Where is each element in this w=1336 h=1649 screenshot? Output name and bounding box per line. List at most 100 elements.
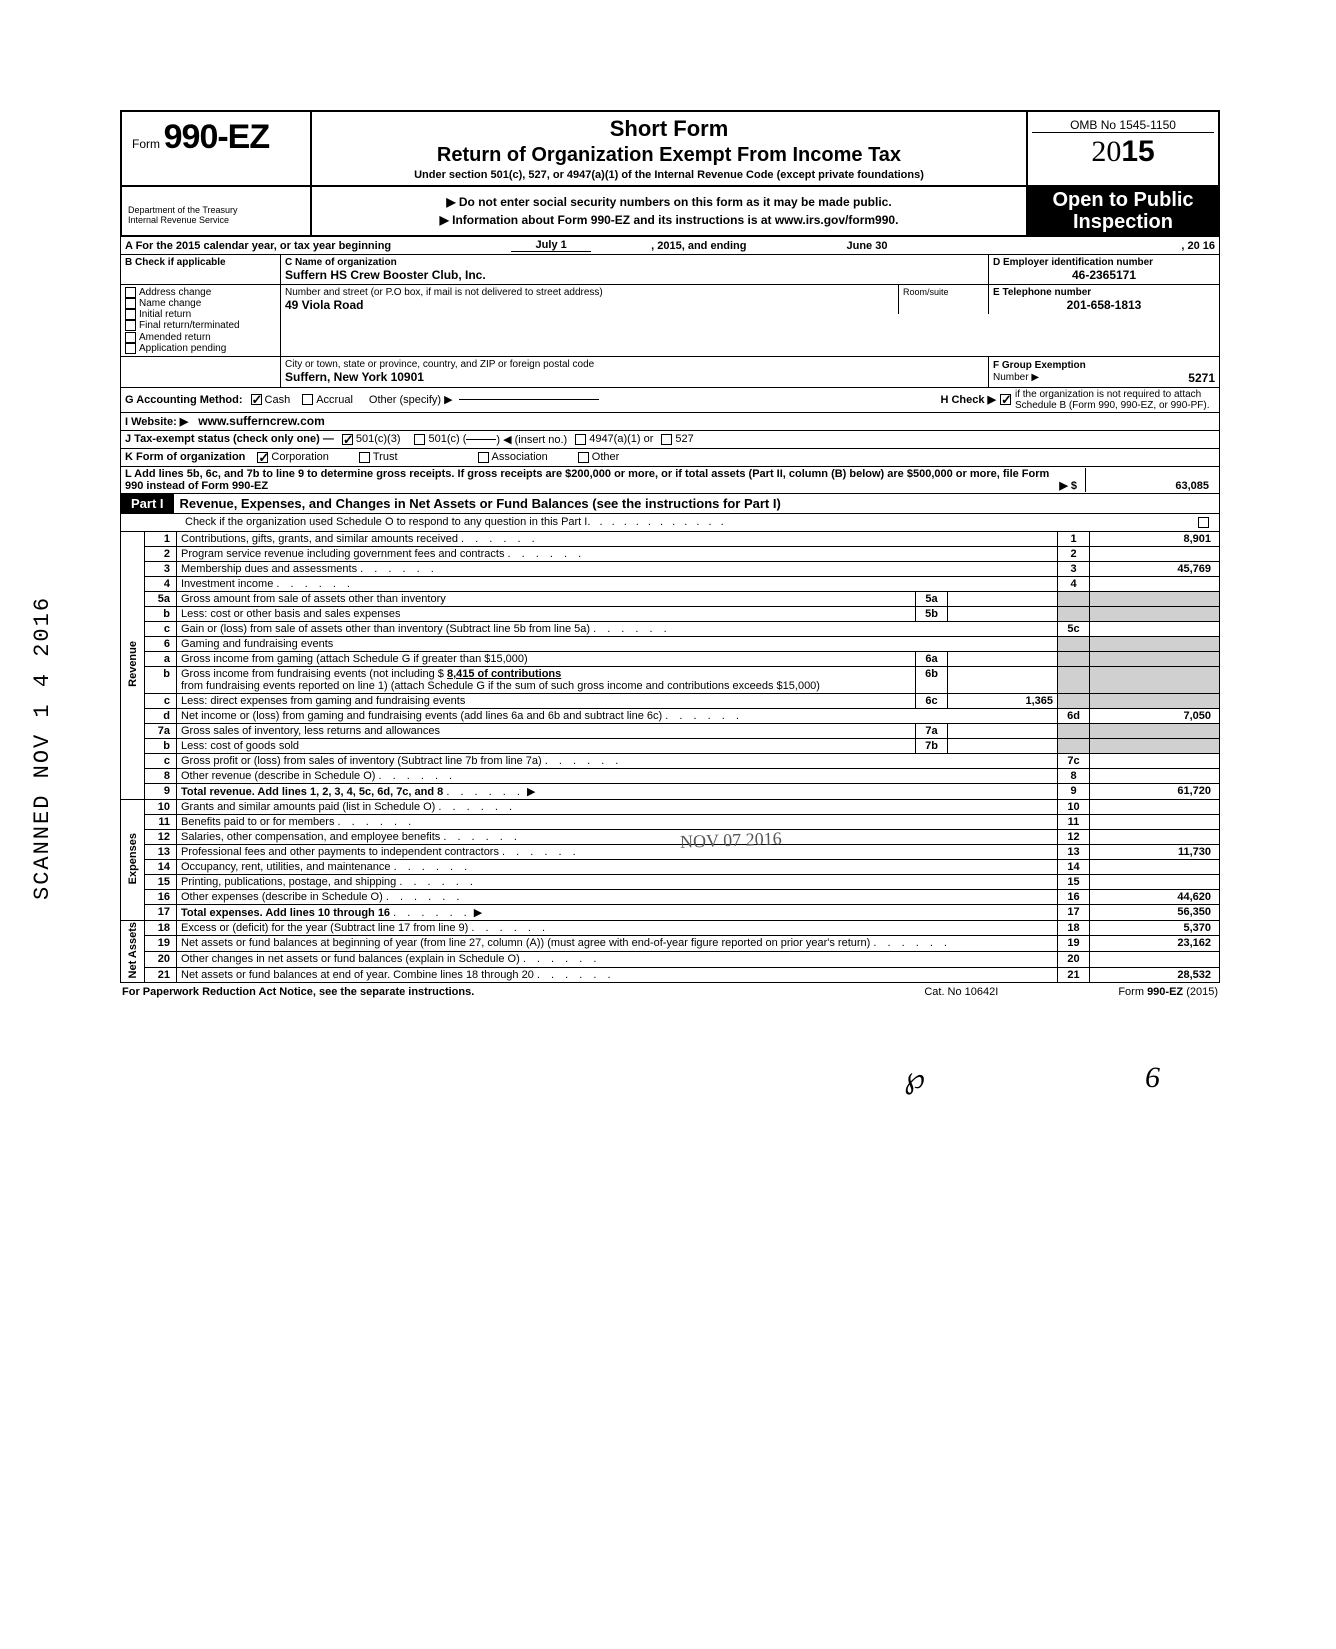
line-number: 11 <box>145 814 177 829</box>
line-amount <box>1090 814 1220 829</box>
line-desc: Excess or (deficit) for the year (Subtra… <box>177 920 1058 936</box>
line-number: 9 <box>145 783 177 799</box>
b-checkbox[interactable] <box>125 309 136 320</box>
line-desc: Benefits paid to or for members . . . . … <box>177 814 1058 829</box>
line-number: 3 <box>145 561 177 576</box>
line-desc: Gross income from fundraising events (no… <box>177 666 916 693</box>
right-line-num: 8 <box>1058 768 1090 783</box>
line-amount: 44,620 <box>1090 889 1220 904</box>
line-number: c <box>145 621 177 636</box>
line-desc: Gain or (loss) from sale of assets other… <box>177 621 1058 636</box>
table-row: 5aGross amount from sale of assets other… <box>121 591 1220 606</box>
paperwork-notice: For Paperwork Reduction Act Notice, see … <box>122 986 474 998</box>
line-amount <box>1090 576 1220 591</box>
line-number: 17 <box>145 904 177 920</box>
501c3-checkbox[interactable] <box>342 434 353 445</box>
line-number: b <box>145 666 177 693</box>
room-suite: Room/suite <box>898 285 988 314</box>
line-desc: Total expenses. Add lines 10 through 16 … <box>177 904 1058 920</box>
mid-line-num: 6c <box>916 693 948 708</box>
table-row: 11Benefits paid to or for members . . . … <box>121 814 1220 829</box>
4947-checkbox[interactable] <box>575 434 586 445</box>
line-desc: Grants and similar amounts paid (list in… <box>177 799 1058 814</box>
line-number: b <box>145 606 177 621</box>
line-number: 13 <box>145 844 177 859</box>
cash-checkbox[interactable] <box>251 394 262 405</box>
schedule-o-checkbox[interactable] <box>1198 517 1209 528</box>
table-row: 14Occupancy, rent, utilities, and mainte… <box>121 859 1220 874</box>
mark-p: ℘ <box>904 1061 925 1096</box>
open-to-public: Open to Public Inspection <box>1028 187 1218 235</box>
b-checkbox[interactable] <box>125 343 136 354</box>
b-checkbox[interactable] <box>125 287 136 298</box>
line-desc: Net assets or fund balances at beginning… <box>177 936 1058 952</box>
line-desc: Net income or (loss) from gaming and fun… <box>177 708 1058 723</box>
ssn-warning: ▶ Do not enter social security numbers o… <box>320 195 1018 209</box>
mid-line-num: 7b <box>916 738 948 753</box>
b-checkbox[interactable] <box>125 320 136 331</box>
line-amount <box>1090 952 1220 968</box>
assoc-checkbox[interactable] <box>478 452 489 463</box>
mid-line-val <box>948 651 1058 666</box>
line-amount <box>1090 799 1220 814</box>
catalog-number: Cat. No 10642I <box>924 986 998 998</box>
ein: 46-2365171 <box>993 268 1215 282</box>
right-line-num: 5c <box>1058 621 1090 636</box>
table-row: 9Total revenue. Add lines 1, 2, 3, 4, 5c… <box>121 783 1220 799</box>
b-checkbox[interactable] <box>125 332 136 343</box>
line-amount: 23,162 <box>1090 936 1220 952</box>
under-section: Under section 501(c), 527, or 4947(a)(1)… <box>320 169 1018 181</box>
mid-line-val <box>948 606 1058 621</box>
table-row: dNet income or (loss) from gaming and fu… <box>121 708 1220 723</box>
right-line-num: 12 <box>1058 829 1090 844</box>
table-row: 8Other revenue (describe in Schedule O) … <box>121 768 1220 783</box>
right-line-num: 10 <box>1058 799 1090 814</box>
gross-receipts: 63,085 <box>1085 468 1215 492</box>
table-row: 6Gaming and fundraising events <box>121 636 1220 651</box>
accrual-checkbox[interactable] <box>302 394 313 405</box>
table-row: cGross profit or (loss) from sales of in… <box>121 753 1220 768</box>
line-number: 21 <box>145 967 177 983</box>
trust-checkbox[interactable] <box>359 452 370 463</box>
line-desc: Investment income . . . . . . <box>177 576 1058 591</box>
right-line-num: 15 <box>1058 874 1090 889</box>
line-number: 20 <box>145 952 177 968</box>
section-label: Revenue <box>121 532 145 800</box>
table-row: cLess: direct expenses from gaming and f… <box>121 693 1220 708</box>
part-1-header: Part I Revenue, Expenses, and Changes in… <box>120 494 1220 514</box>
line-amount: 7,050 <box>1090 708 1220 723</box>
b-checkbox[interactable] <box>125 298 136 309</box>
501c-checkbox[interactable] <box>414 434 425 445</box>
line-amount <box>1090 768 1220 783</box>
other-org-checkbox[interactable] <box>578 452 589 463</box>
line-number: 19 <box>145 936 177 952</box>
part-1-tab: Part I <box>121 494 174 513</box>
title-box: Short Form Return of Organization Exempt… <box>312 112 1028 185</box>
mid-line-num: 6b <box>916 666 948 693</box>
line-desc: Membership dues and assessments . . . . … <box>177 561 1058 576</box>
line-desc: Program service revenue including govern… <box>177 546 1058 561</box>
table-row: 3Membership dues and assessments . . . .… <box>121 561 1220 576</box>
line-amount: 5,370 <box>1090 920 1220 936</box>
org-name: Suffern HS Crew Booster Club, Inc. <box>285 268 984 282</box>
line-amount <box>1090 621 1220 636</box>
right-line-num: 20 <box>1058 952 1090 968</box>
line-amount <box>1090 546 1220 561</box>
line-amount <box>1090 753 1220 768</box>
527-checkbox[interactable] <box>661 434 672 445</box>
received-stamp: NOV 07 2016 <box>680 828 782 853</box>
line-desc: Less: direct expenses from gaming and fu… <box>177 693 916 708</box>
table-row: 17Total expenses. Add lines 10 through 1… <box>121 904 1220 920</box>
header-top-row: Form 990-EZ Short Form Return of Organiz… <box>120 110 1220 187</box>
line-desc: Contributions, gifts, grants, and simila… <box>177 532 1058 547</box>
line-i: I Website: ▶ www.sufferncrew.com <box>120 413 1220 431</box>
line-number: 15 <box>145 874 177 889</box>
website: www.sufferncrew.com <box>198 414 324 428</box>
table-row: Revenue1Contributions, gifts, grants, an… <box>121 532 1220 547</box>
table-row: 2Program service revenue including gover… <box>121 546 1220 561</box>
line-desc: Gross profit or (loss) from sales of inv… <box>177 753 1058 768</box>
period-end: June 30 <box>847 240 888 252</box>
corp-checkbox[interactable] <box>257 452 268 463</box>
schedule-b-checkbox[interactable] <box>1000 394 1011 405</box>
form-word: Form <box>132 137 160 151</box>
